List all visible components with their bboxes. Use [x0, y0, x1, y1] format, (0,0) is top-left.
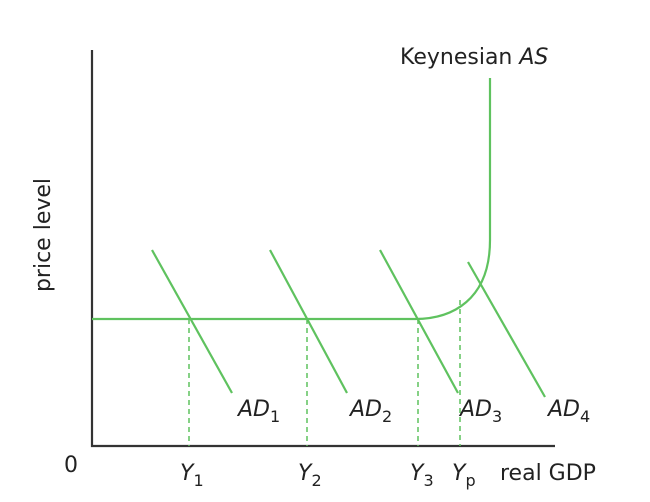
- ad-label-sub: 2: [382, 407, 392, 426]
- y-label-sub: 2: [311, 471, 321, 490]
- ad-label: AD1: [236, 397, 280, 426]
- ad-label: AD3: [458, 397, 502, 426]
- origin-label: 0: [64, 453, 78, 478]
- ad-label-main: AD: [458, 397, 492, 422]
- y-label: Yp: [452, 461, 476, 490]
- ad-curve: [269, 249, 348, 394]
- ad-curve: [151, 249, 233, 394]
- axes: [90, 50, 555, 448]
- y-label-sub: 3: [423, 471, 433, 490]
- y-label: Y3: [410, 461, 434, 490]
- ad-label: AD4: [546, 397, 590, 426]
- as-curve: [92, 78, 492, 321]
- y-label-sub: p: [465, 471, 475, 490]
- ad-label-sub: 4: [580, 407, 590, 426]
- ad-label-main: AD: [546, 397, 580, 422]
- ad-curve: [467, 261, 546, 398]
- y-label-sub: 1: [193, 471, 203, 490]
- y-label-main: Y: [298, 461, 313, 486]
- ad-label-main: AD: [348, 397, 382, 422]
- ad-label: AD2: [348, 397, 392, 426]
- y-label-main: Y: [452, 461, 467, 486]
- curve-label-text: Keynesian: [400, 45, 512, 70]
- ad-curve: [379, 249, 459, 394]
- curve-label: Keynesian AS: [400, 45, 548, 70]
- y-label-main: Y: [180, 461, 195, 486]
- ad-label-main: AD: [236, 397, 270, 422]
- curve-label-italic: AS: [517, 45, 548, 70]
- ad-label-sub: 1: [270, 407, 280, 426]
- y-axis-label: price level: [31, 178, 56, 292]
- y-label: Y2: [298, 461, 322, 490]
- y-label: Y1: [180, 461, 204, 490]
- ad-label-sub: 3: [492, 407, 502, 426]
- y-label-main: Y: [410, 461, 425, 486]
- x-axis-label: real GDP: [500, 461, 596, 486]
